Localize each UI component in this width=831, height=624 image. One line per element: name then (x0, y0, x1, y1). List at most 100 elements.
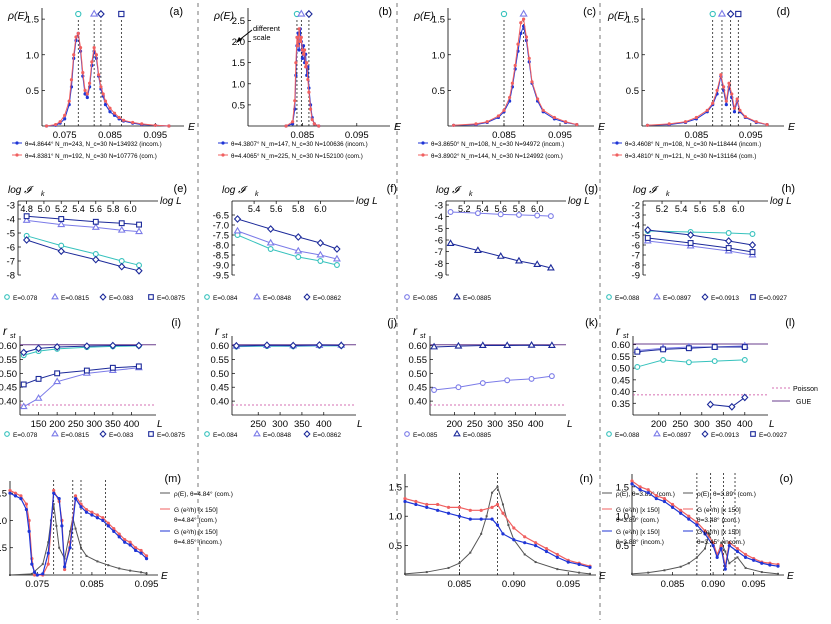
data-point (46, 551, 50, 555)
x-tick-label: 5.6 (270, 204, 283, 214)
y-tick-label: 0.60 (0, 341, 17, 352)
data-point (128, 540, 132, 544)
data-point-square (145, 572, 148, 575)
data-point (108, 106, 112, 110)
series-line-0 (9, 504, 147, 576)
data-point (295, 35, 299, 39)
x-tick-label: 300 (272, 419, 288, 430)
x-tick-label: 5.8 (513, 204, 526, 214)
y-tick-label: 0.50 (0, 369, 17, 380)
panel-tag-f: (f) (387, 183, 397, 195)
x-axis-title: E (788, 121, 796, 133)
data-point-diamond (686, 231, 695, 239)
data-point (106, 524, 110, 528)
data-point (544, 549, 549, 554)
data-point (630, 479, 634, 483)
data-point (501, 532, 505, 536)
data-point-circle (516, 211, 522, 218)
data-point (117, 115, 121, 120)
series-line-E=0.0885 (434, 344, 552, 348)
x-tick-label: 250 (68, 419, 84, 430)
data-point-square (708, 532, 711, 535)
data-point (117, 532, 121, 536)
data-point (291, 120, 295, 124)
data-point (446, 505, 451, 509)
legend-marker (148, 294, 154, 300)
data-point-diamond (315, 341, 324, 349)
series-line-E=0.088 (647, 230, 753, 235)
data-point-square (107, 564, 110, 567)
series-line-incom. (285, 28, 319, 127)
data-point-square (35, 375, 42, 382)
data-point (662, 499, 667, 504)
data-point (719, 544, 723, 548)
y-tick-label: 0.60 (612, 340, 631, 351)
legend-marker (51, 429, 59, 437)
x-tick-label: 0.085 (98, 130, 122, 141)
y-tick-label: 2.5 (232, 16, 245, 27)
data-point (90, 510, 94, 514)
data-point-square (501, 503, 504, 506)
data-point (654, 496, 658, 501)
data-point (508, 95, 512, 100)
data-point (92, 46, 96, 50)
data-point (108, 110, 112, 114)
data-point-square (704, 547, 706, 550)
data-point-square (20, 381, 27, 388)
y-tick-label: 1.0 (232, 79, 245, 90)
y-axis-title-subscript: st (420, 333, 427, 340)
data-point-square (469, 551, 472, 554)
data-point-circle (534, 212, 541, 219)
data-point (19, 494, 23, 498)
panel-tag-b: (b) (379, 6, 392, 18)
data-point (743, 115, 747, 119)
data-point (670, 502, 675, 507)
y-axis-title-subscript: k (469, 191, 473, 198)
legend-label: E=0.085 (413, 295, 438, 302)
data-point (776, 564, 780, 568)
legend-marker (653, 292, 661, 300)
data-point-triangle (478, 341, 487, 349)
data-point-square (749, 249, 756, 255)
data-point (670, 505, 675, 509)
legend-marker (615, 141, 619, 145)
legend-marker (606, 431, 612, 437)
data-point-circle (504, 377, 511, 384)
data-point (83, 92, 87, 96)
data-point (134, 546, 138, 550)
data-point-square (647, 571, 650, 574)
panel-tag-a: (a) (170, 6, 183, 18)
data-point (510, 81, 514, 85)
legend-label: E=0.088 (615, 432, 640, 439)
data-point (711, 101, 715, 105)
data-point-diamond (337, 341, 345, 350)
data-point (63, 113, 67, 117)
data-point (564, 120, 568, 124)
x-tick-label: 5.2 (656, 204, 669, 214)
legend-marker (4, 294, 10, 300)
x-tick-label: 0.095 (742, 579, 766, 590)
y-tick-label: -6 (632, 241, 640, 252)
legend-label: θ=4.8381° N_m=192, N_c=30 N=107776 (com.… (25, 153, 157, 160)
data-point (522, 17, 526, 21)
data-point-diamond (233, 215, 242, 223)
data-point (555, 555, 559, 559)
data-point (112, 529, 116, 533)
panel-d: 0.5 1.0 1.5 0.085 0.095 ρ(E) Eθ=3.4608° N_m=10… (607, 8, 796, 160)
data-point (58, 120, 62, 124)
data-point-diamond (232, 341, 241, 350)
y-tick-label: 1.0 (432, 50, 445, 61)
data-point (76, 31, 80, 35)
legend-poisson-label: Poisson (793, 386, 818, 393)
data-point-square (69, 530, 72, 533)
data-point (73, 494, 78, 498)
energy-marker-circle (75, 10, 82, 18)
y-tick-label: 2.0 (232, 37, 245, 48)
data-point (768, 563, 772, 567)
x-tick-label: 350 (715, 419, 731, 430)
data-point-circle (474, 210, 481, 217)
x-tick-label: 5.4 (72, 204, 85, 214)
y-tick-label: -6 (7, 243, 15, 254)
y-tick-label: 0.5 (626, 86, 639, 97)
x-tick-label: 0.085 (492, 130, 516, 141)
